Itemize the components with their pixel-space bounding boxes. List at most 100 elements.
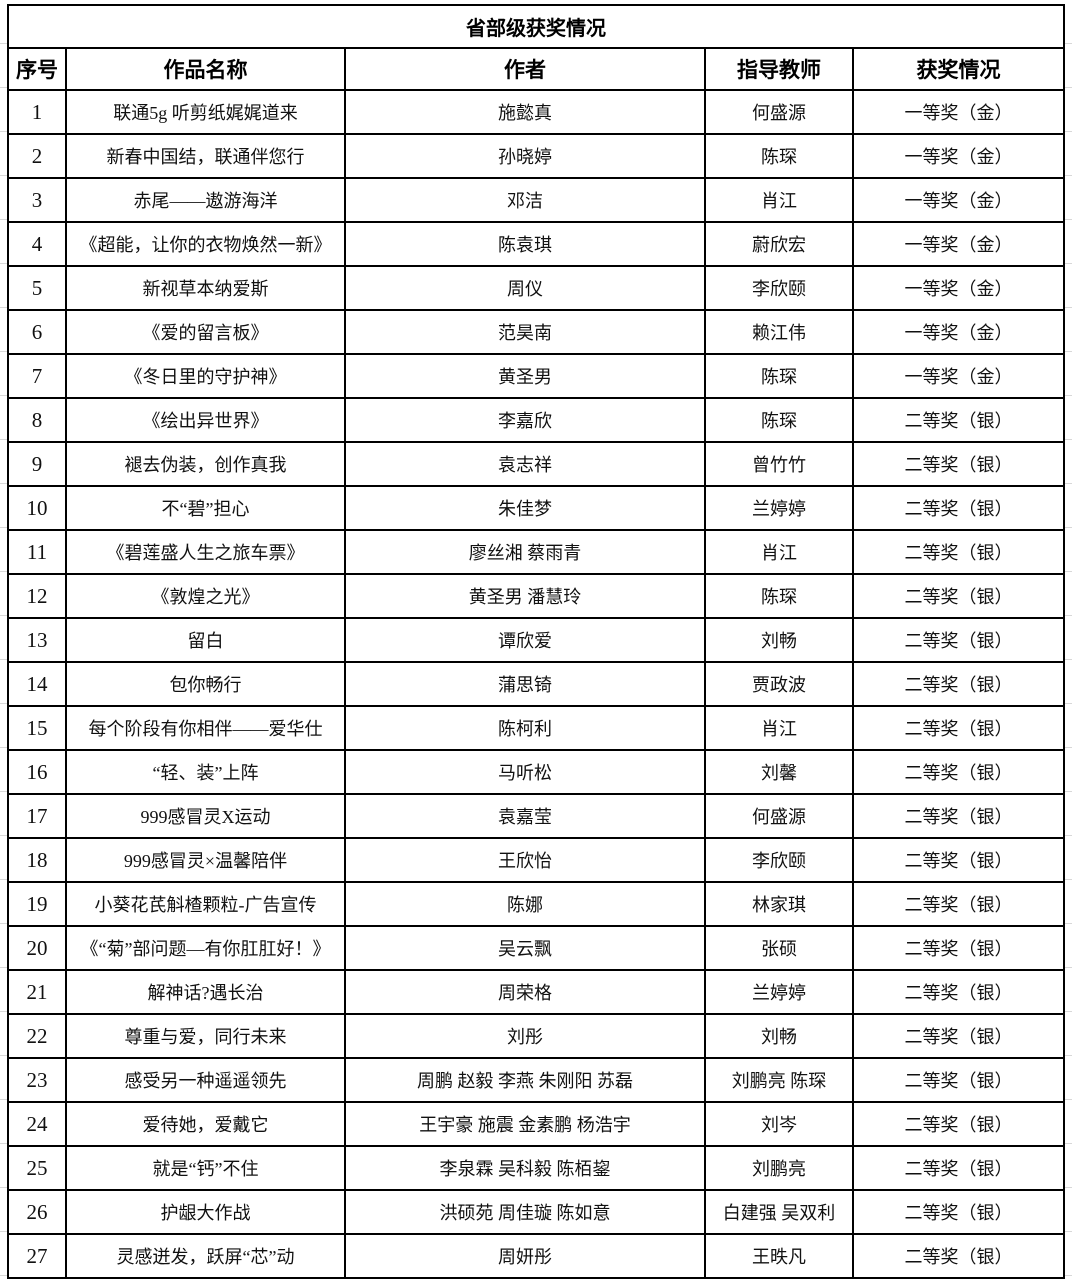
cell-author[interactable]: 黄圣男 — [344, 353, 706, 399]
cell-work-title[interactable]: 《碧莲盛人生之旅车票》 — [65, 529, 346, 575]
cell-advisor[interactable]: 陈琛 — [704, 397, 854, 443]
cell-award[interactable]: 二等奖（银） — [851, 573, 1066, 619]
cell-advisor[interactable]: 陈琛 — [704, 133, 854, 179]
cell-award[interactable]: 二等奖（银） — [851, 397, 1066, 443]
cell-work-title[interactable]: 《绘出异世界》 — [65, 397, 346, 443]
cell-work-title[interactable]: 感受另一种遥遥领先 — [65, 1057, 346, 1103]
cell-author[interactable]: 李泉霖 吴科毅 陈栢鋆 — [344, 1145, 706, 1191]
cell-index[interactable]: 17 — [7, 793, 67, 839]
cell-award[interactable]: 二等奖（银） — [851, 1145, 1066, 1191]
cell-work-title[interactable]: 《超能，让你的衣物焕然一新》 — [65, 221, 346, 267]
cell-award[interactable]: 一等奖（金） — [851, 309, 1066, 355]
cell-award[interactable]: 二等奖（银） — [851, 661, 1066, 707]
cell-work-title[interactable]: 解神话?遇长治 — [65, 969, 346, 1015]
cell-index[interactable]: 12 — [7, 573, 67, 619]
cell-advisor[interactable]: 贾政波 — [704, 661, 854, 707]
cell-index[interactable]: 1 — [7, 89, 67, 135]
cell-index[interactable]: 16 — [7, 749, 67, 795]
cell-author[interactable]: 孙晓婷 — [344, 133, 706, 179]
cell-author[interactable]: 马听松 — [344, 749, 706, 795]
cell-award[interactable]: 一等奖（金） — [851, 89, 1066, 135]
cell-advisor[interactable]: 刘馨 — [704, 749, 854, 795]
cell-work-title[interactable]: 新视草本纳爱斯 — [65, 265, 346, 311]
cell-award[interactable]: 二等奖（银） — [851, 969, 1066, 1015]
cell-award[interactable]: 一等奖（金） — [851, 133, 1066, 179]
cell-advisor[interactable]: 兰婷婷 — [704, 969, 854, 1015]
cell-work-title[interactable]: 赤尾——遨游海洋 — [65, 177, 346, 223]
cell-author[interactable]: 朱佳梦 — [344, 485, 706, 531]
cell-index[interactable]: 3 — [7, 177, 67, 223]
cell-advisor[interactable]: 刘鹏亮 — [704, 1145, 854, 1191]
cell-award[interactable]: 一等奖（金） — [851, 265, 1066, 311]
cell-advisor[interactable]: 刘鹏亮 陈琛 — [704, 1057, 854, 1103]
cell-award[interactable]: 一等奖（金） — [851, 221, 1066, 267]
cell-author[interactable]: 陈袁琪 — [344, 221, 706, 267]
cell-advisor[interactable]: 李欣颐 — [704, 837, 854, 883]
cell-advisor[interactable]: 曾竹竹 — [704, 441, 854, 487]
cell-work-title[interactable]: 联通5g 听剪纸娓娓道来 — [65, 89, 346, 135]
cell-author[interactable]: 陈娜 — [344, 881, 706, 927]
cell-advisor[interactable]: 王昳凡 — [704, 1233, 854, 1279]
cell-advisor[interactable]: 刘畅 — [704, 617, 854, 663]
cell-advisor[interactable]: 兰婷婷 — [704, 485, 854, 531]
cell-index[interactable]: 9 — [7, 441, 67, 487]
cell-award[interactable]: 一等奖（金） — [851, 353, 1066, 399]
cell-author[interactable]: 李嘉欣 — [344, 397, 706, 443]
cell-author[interactable]: 蒲思锜 — [344, 661, 706, 707]
cell-work-title[interactable]: 褪去伪装，创作真我 — [65, 441, 346, 487]
cell-advisor[interactable]: 何盛源 — [704, 793, 854, 839]
cell-index[interactable]: 11 — [7, 529, 67, 575]
cell-index[interactable]: 26 — [7, 1189, 67, 1235]
cell-index[interactable]: 8 — [7, 397, 67, 443]
cell-author[interactable]: 邓洁 — [344, 177, 706, 223]
cell-index[interactable]: 4 — [7, 221, 67, 267]
cell-advisor[interactable]: 陈琛 — [704, 353, 854, 399]
cell-award[interactable]: 二等奖（银） — [851, 529, 1066, 575]
cell-work-title[interactable]: 尊重与爱，同行未来 — [65, 1013, 346, 1059]
cell-advisor[interactable]: 林家琪 — [704, 881, 854, 927]
cell-advisor[interactable]: 蔚欣宏 — [704, 221, 854, 267]
cell-advisor[interactable]: 陈琛 — [704, 573, 854, 619]
cell-author[interactable]: 周仪 — [344, 265, 706, 311]
cell-index[interactable]: 2 — [7, 133, 67, 179]
cell-index[interactable]: 20 — [7, 925, 67, 971]
cell-work-title[interactable]: 就是“钙”不住 — [65, 1145, 346, 1191]
cell-author[interactable]: 王欣怡 — [344, 837, 706, 883]
cell-work-title[interactable]: 《冬日里的守护神》 — [65, 353, 346, 399]
cell-advisor[interactable]: 张硕 — [704, 925, 854, 971]
cell-award[interactable]: 二等奖（银） — [851, 749, 1066, 795]
cell-work-title[interactable]: 留白 — [65, 617, 346, 663]
cell-award[interactable]: 二等奖（银） — [851, 1233, 1066, 1279]
cell-award[interactable]: 二等奖（银） — [851, 1013, 1066, 1059]
cell-award[interactable]: 二等奖（银） — [851, 925, 1066, 971]
cell-work-title[interactable]: 《“菊”部问题—有你肛肛好！》 — [65, 925, 346, 971]
cell-award[interactable]: 一等奖（金） — [851, 177, 1066, 223]
cell-author[interactable]: 袁嘉莹 — [344, 793, 706, 839]
cell-index[interactable]: 13 — [7, 617, 67, 663]
cell-index[interactable]: 18 — [7, 837, 67, 883]
cell-work-title[interactable]: “轻、装”上阵 — [65, 749, 346, 795]
cell-award[interactable]: 二等奖（银） — [851, 1189, 1066, 1235]
cell-index[interactable]: 23 — [7, 1057, 67, 1103]
cell-advisor[interactable]: 肖江 — [704, 705, 854, 751]
cell-work-title[interactable]: 每个阶段有你相伴——爱华仕 — [65, 705, 346, 751]
cell-work-title[interactable]: 不“碧”担心 — [65, 485, 346, 531]
cell-index[interactable]: 6 — [7, 309, 67, 355]
cell-work-title[interactable]: 灵感迸发，跃屏“芯”动 — [65, 1233, 346, 1279]
cell-work-title[interactable]: 护龈大作战 — [65, 1189, 346, 1235]
cell-advisor[interactable]: 白建强 吴双利 — [704, 1189, 854, 1235]
cell-work-title[interactable]: 《敦煌之光》 — [65, 573, 346, 619]
cell-author[interactable]: 王宇豪 施震 金素鹏 杨浩宇 — [344, 1101, 706, 1147]
cell-author[interactable]: 袁志祥 — [344, 441, 706, 487]
cell-index[interactable]: 14 — [7, 661, 67, 707]
cell-award[interactable]: 二等奖（银） — [851, 1057, 1066, 1103]
cell-award[interactable]: 二等奖（银） — [851, 793, 1066, 839]
cell-work-title[interactable]: 小葵花芪斛楂颗粒-广告宣传 — [65, 881, 346, 927]
cell-advisor[interactable]: 李欣颐 — [704, 265, 854, 311]
cell-work-title[interactable]: 新春中国结，联通伴您行 — [65, 133, 346, 179]
cell-index[interactable]: 7 — [7, 353, 67, 399]
cell-advisor[interactable]: 刘畅 — [704, 1013, 854, 1059]
cell-advisor[interactable]: 刘岑 — [704, 1101, 854, 1147]
cell-author[interactable]: 周荣格 — [344, 969, 706, 1015]
cell-author[interactable]: 廖丝湘 蔡雨青 — [344, 529, 706, 575]
